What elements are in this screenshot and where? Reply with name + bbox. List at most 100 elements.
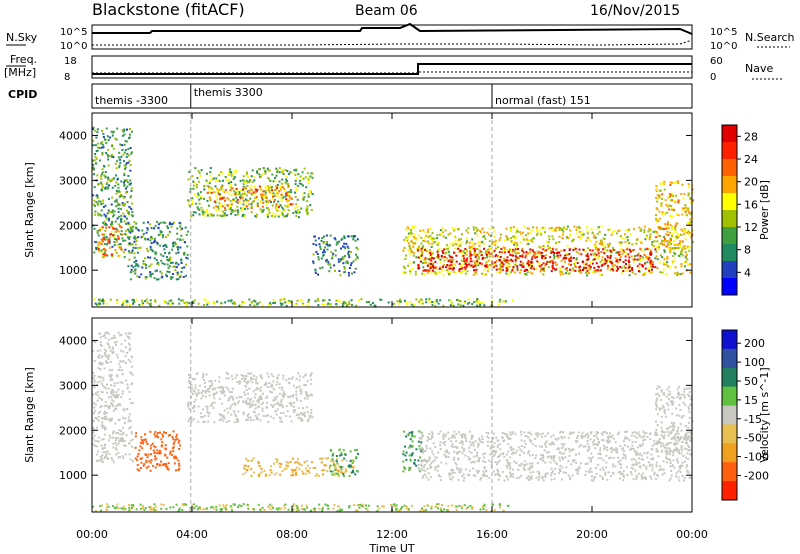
data-cell <box>295 203 298 206</box>
data-cell <box>177 248 180 251</box>
data-cell <box>193 406 196 409</box>
data-cell <box>145 459 148 462</box>
data-cell <box>159 253 162 256</box>
data-cell <box>589 266 592 269</box>
data-cell <box>111 245 114 248</box>
data-cell <box>528 476 531 479</box>
data-cell <box>197 302 200 305</box>
data-cell <box>264 193 267 196</box>
data-cell <box>198 213 201 216</box>
data-cell <box>300 412 303 414</box>
data-cell <box>142 262 145 265</box>
data-cell <box>656 208 659 211</box>
data-cell <box>271 189 273 192</box>
data-cell <box>661 473 664 476</box>
data-cell <box>230 174 233 177</box>
data-cell <box>128 242 131 245</box>
data-cell <box>467 455 470 458</box>
data-cell <box>505 267 508 269</box>
data-cell <box>335 467 338 470</box>
data-cell <box>248 190 250 193</box>
data-cell <box>230 204 232 207</box>
data-cell <box>162 255 165 257</box>
data-cell <box>221 186 223 189</box>
data-cell <box>124 417 127 420</box>
data-cell <box>266 207 269 209</box>
data-cell <box>306 200 309 203</box>
data-cell <box>236 192 239 195</box>
data-cell <box>420 447 423 449</box>
data-cell <box>647 248 650 251</box>
data-cell <box>459 304 462 307</box>
data-cell <box>289 461 292 463</box>
data-cell <box>611 268 614 270</box>
data-cell <box>119 439 122 442</box>
data-cell <box>342 473 345 476</box>
data-cell <box>230 181 233 184</box>
data-cell <box>142 233 145 236</box>
data-cell <box>573 263 576 265</box>
data-cell <box>422 229 425 232</box>
data-cell <box>295 168 298 171</box>
data-cell <box>654 431 657 434</box>
data-cell <box>589 438 592 441</box>
data-cell <box>123 143 126 146</box>
data-cell <box>98 459 101 461</box>
data-cell <box>176 227 179 230</box>
noise-right-tick-bottom: 10^0 <box>710 41 737 52</box>
data-cell <box>686 245 689 248</box>
data-cell <box>241 206 244 209</box>
data-cell <box>520 232 523 235</box>
data-cell <box>285 193 288 196</box>
data-cell <box>579 269 582 272</box>
data-cell <box>655 464 658 467</box>
data-cell <box>429 227 432 230</box>
data-cell <box>503 239 506 242</box>
data-cell <box>415 464 418 467</box>
data-cell <box>244 187 247 190</box>
data-cell <box>209 167 212 169</box>
data-cell <box>601 439 603 441</box>
data-cell <box>445 266 447 269</box>
data-cell <box>186 257 189 260</box>
data-cell <box>194 387 197 390</box>
data-cell <box>100 177 103 180</box>
data-cell <box>194 384 197 387</box>
data-cell <box>121 390 124 393</box>
data-cell <box>597 265 600 268</box>
data-cell <box>107 458 110 460</box>
data-cell <box>562 471 565 474</box>
data-cell <box>685 436 687 439</box>
data-cell <box>230 186 233 189</box>
data-cell <box>586 274 588 277</box>
data-cell <box>229 206 232 209</box>
nave-label: Nave <box>745 62 773 75</box>
data-cell <box>462 479 465 482</box>
data-cell <box>257 388 260 391</box>
data-cell <box>646 456 649 459</box>
freq-left-tick-bottom: 8 <box>64 72 70 83</box>
data-cell <box>149 447 152 450</box>
data-cell <box>130 372 132 375</box>
data-cell <box>431 237 434 240</box>
data-cell <box>259 200 262 203</box>
data-cell <box>498 300 501 303</box>
data-cell <box>249 403 252 406</box>
data-cell <box>106 383 108 386</box>
data-cell <box>275 174 278 177</box>
data-cell <box>296 299 299 302</box>
data-cell <box>465 229 468 232</box>
data-cell <box>149 223 152 226</box>
data-cell <box>492 436 495 439</box>
data-cell <box>201 391 203 394</box>
data-cell <box>246 414 249 417</box>
data-cell <box>127 332 130 335</box>
data-cell <box>241 378 243 381</box>
data-cell <box>412 254 415 257</box>
data-cell <box>312 466 315 469</box>
data-cell <box>533 268 536 271</box>
data-cell <box>262 190 265 193</box>
data-cell <box>420 247 423 250</box>
data-cell <box>214 387 217 390</box>
data-cell <box>273 462 275 465</box>
